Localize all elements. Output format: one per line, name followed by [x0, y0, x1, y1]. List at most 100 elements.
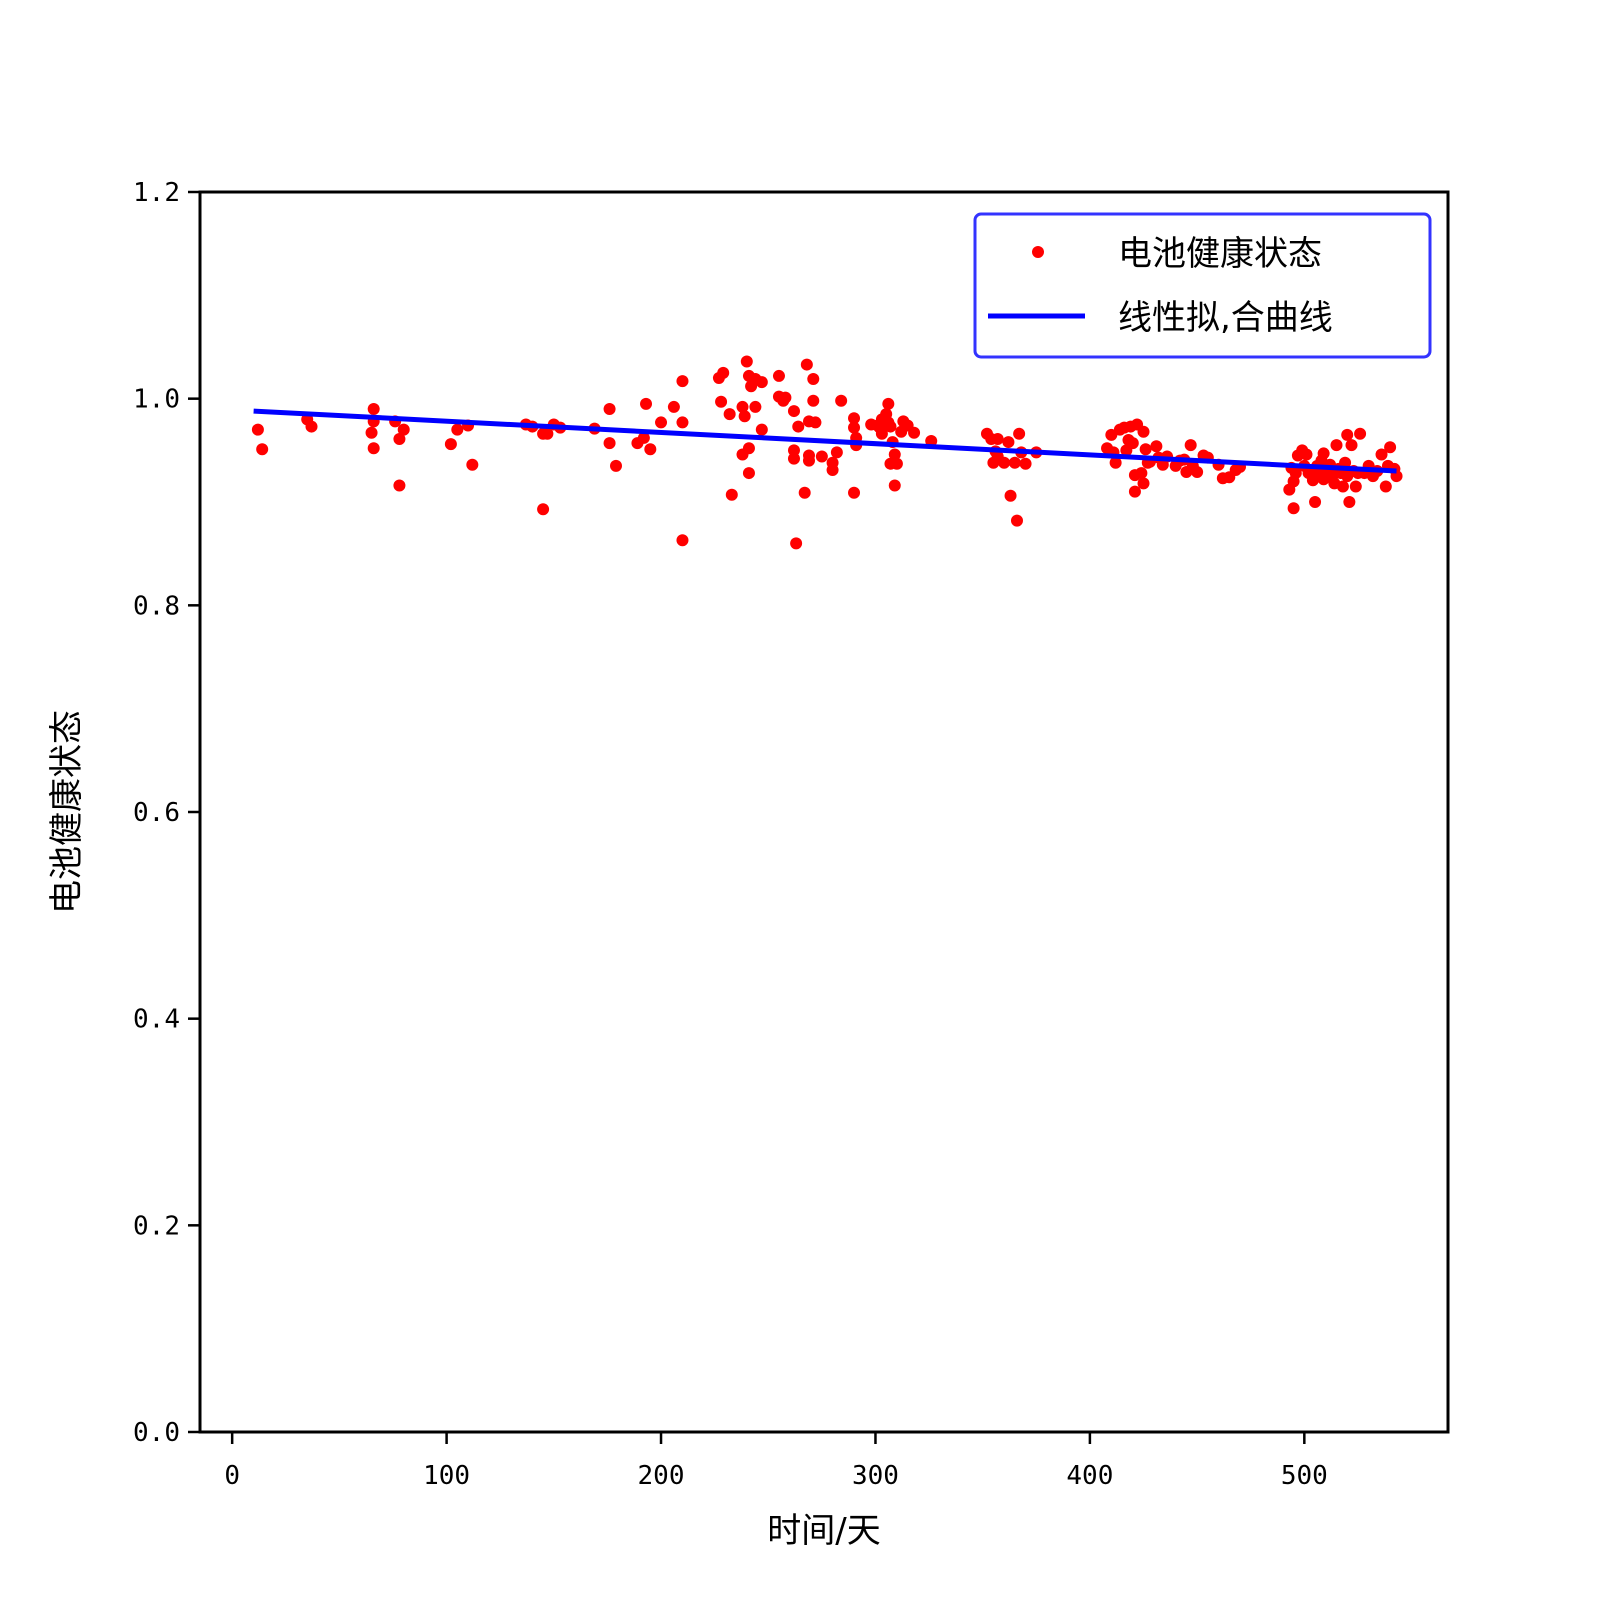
data-point — [1002, 436, 1015, 449]
data-point — [792, 420, 805, 433]
data-point — [367, 403, 380, 415]
data-point — [1137, 425, 1150, 438]
y-tick-label: 0.6 — [133, 798, 180, 828]
y-tick-label: 0.2 — [133, 1211, 180, 1241]
data-point — [444, 438, 457, 451]
data-point — [466, 458, 479, 471]
x-tick-label: 300 — [852, 1461, 899, 1491]
data-point — [1309, 496, 1322, 508]
data-point — [655, 416, 668, 429]
data-point — [884, 420, 897, 433]
data-point — [755, 423, 768, 436]
data-point — [742, 467, 755, 480]
y-axis-label: 电池健康状态 — [47, 710, 87, 914]
data-point — [848, 486, 861, 499]
y-tick-label: 0.0 — [133, 1418, 180, 1448]
data-point — [1349, 480, 1362, 493]
fit-line-series — [253, 408, 1397, 474]
scatter-series — [251, 355, 1403, 550]
data-point — [1109, 456, 1122, 469]
data-point — [738, 410, 751, 423]
data-point — [1128, 485, 1141, 498]
data-point — [888, 448, 901, 461]
data-point — [644, 443, 657, 456]
data-point — [640, 397, 653, 410]
data-point — [676, 375, 689, 388]
data-point — [890, 457, 903, 470]
x-tick-label: 500 — [1281, 1461, 1328, 1491]
data-point — [740, 355, 753, 368]
data-point — [1139, 443, 1152, 456]
data-point — [1013, 427, 1026, 440]
data-point — [393, 432, 406, 445]
x-tick-label: 400 — [1066, 1461, 1113, 1491]
data-point — [815, 450, 828, 463]
data-point — [802, 454, 815, 467]
data-point — [848, 421, 861, 434]
y-tick-label: 0.8 — [133, 591, 180, 621]
data-point — [1330, 439, 1343, 452]
data-point — [637, 431, 650, 444]
data-point — [835, 394, 848, 407]
data-point — [1010, 514, 1023, 527]
data-point — [537, 503, 550, 516]
legend: 电池健康状态 线性拟,合曲线 — [973, 212, 1432, 359]
data-point — [790, 537, 803, 550]
data-point — [603, 437, 616, 450]
data-point — [830, 446, 843, 459]
data-point — [541, 427, 554, 440]
data-point — [1004, 489, 1017, 502]
data-point — [1191, 466, 1204, 479]
data-point — [1343, 496, 1356, 508]
data-point — [1137, 477, 1150, 490]
data-point — [1008, 456, 1021, 469]
data-point — [723, 408, 736, 421]
data-point — [1336, 480, 1349, 493]
legend-label-scatter: 电池健康状态 — [1118, 234, 1322, 274]
data-point — [787, 444, 800, 457]
data-point — [676, 534, 689, 547]
data-point — [991, 432, 1004, 445]
data-point — [882, 397, 895, 410]
data-point — [1126, 437, 1139, 450]
data-point — [779, 391, 792, 404]
data-point — [749, 400, 762, 413]
data-point — [800, 358, 813, 371]
data-point — [451, 423, 464, 436]
data-point — [1317, 447, 1330, 460]
data-point — [603, 403, 616, 415]
data-point — [367, 442, 380, 455]
data-point — [1289, 467, 1302, 480]
y-tick-label: 0.4 — [133, 1005, 180, 1035]
y-tick-label: 1.2 — [133, 178, 180, 208]
x-axis-label: 时间/天 — [767, 1511, 880, 1551]
data-point — [256, 443, 269, 456]
data-point — [1150, 440, 1163, 453]
data-point — [397, 423, 410, 436]
data-point — [725, 488, 738, 501]
data-point — [365, 426, 378, 439]
data-point — [251, 423, 264, 436]
data-point — [393, 479, 406, 492]
data-point — [1019, 457, 1032, 470]
data-point — [1135, 467, 1148, 480]
data-point — [667, 400, 680, 413]
y-axis: 0.0 0.2 0.4 0.6 0.8 1.0 1.2 — [133, 178, 200, 1448]
data-point — [888, 479, 901, 492]
data-point — [676, 416, 689, 429]
data-point — [908, 426, 921, 439]
data-point — [1341, 428, 1354, 441]
data-point — [809, 416, 822, 429]
legend-label-line: 线性拟,合曲线 — [1118, 298, 1333, 338]
x-tick-label: 100 — [423, 1461, 470, 1491]
data-point — [305, 420, 318, 433]
y-tick-label: 1.0 — [133, 385, 180, 415]
data-point — [798, 486, 811, 499]
data-point — [742, 442, 755, 455]
data-point — [1184, 439, 1197, 452]
legend-box — [973, 212, 1432, 359]
data-point — [772, 369, 785, 382]
data-point — [755, 376, 768, 389]
data-point — [998, 456, 1011, 469]
data-point — [1354, 427, 1367, 440]
